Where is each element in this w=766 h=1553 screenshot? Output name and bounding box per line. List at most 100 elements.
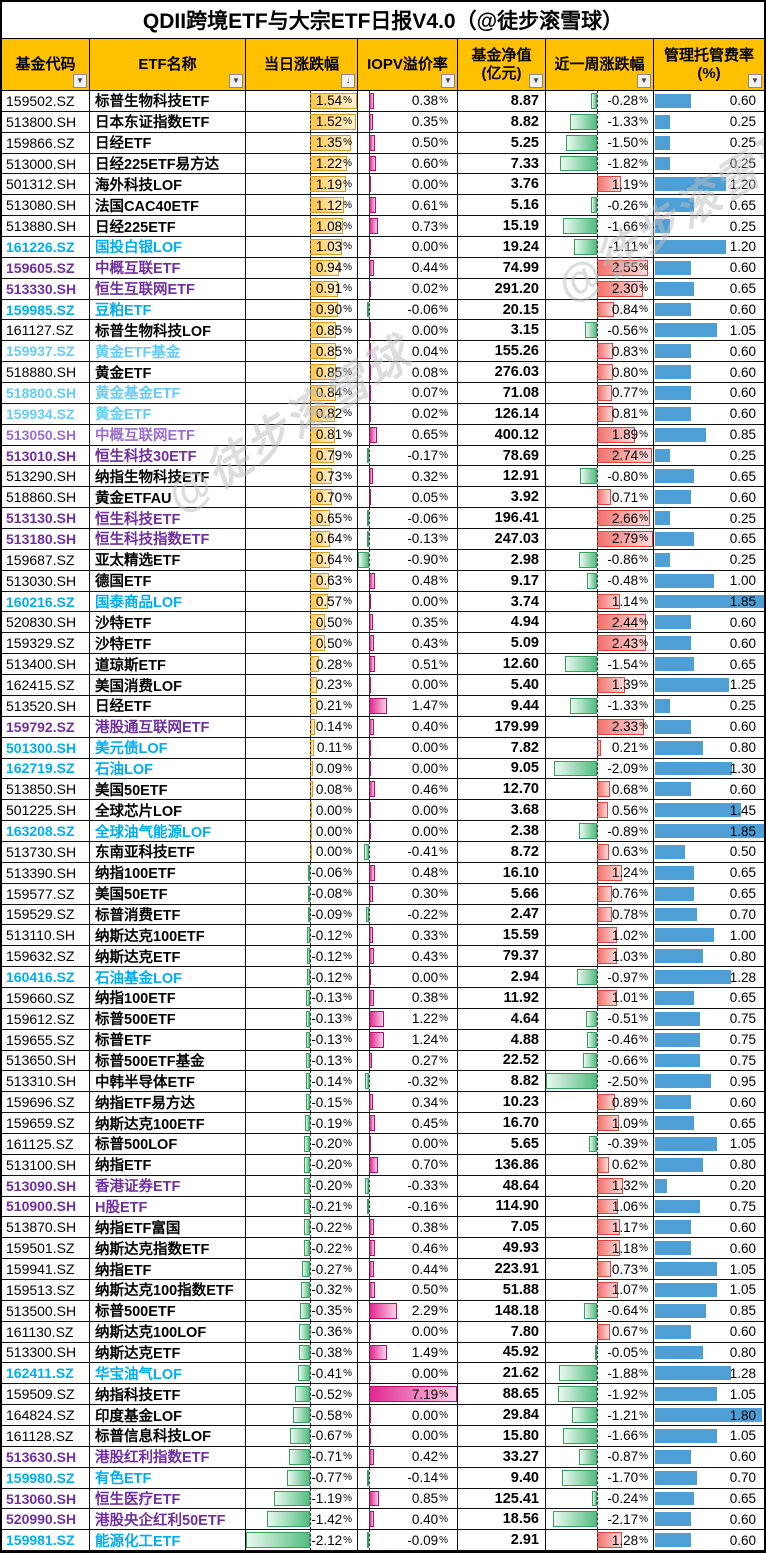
cell-iopv-premium[interactable]: 0.30%	[358, 883, 458, 905]
cell-fund-code[interactable]: 159696.SZ	[2, 1092, 90, 1114]
cell-fee-rate[interactable]: 0.65	[654, 1113, 764, 1134]
cell-iopv-premium[interactable]: 0.00%	[358, 237, 458, 258]
cell-weekly-change[interactable]: 2.30%	[546, 278, 654, 300]
cell-iopv-premium[interactable]: 0.38%	[358, 91, 458, 112]
cell-weekly-change[interactable]: 2.66%	[546, 508, 654, 530]
cell-iopv-premium[interactable]: 1.22%	[358, 1008, 458, 1030]
cell-weekly-change[interactable]: 2.33%	[546, 716, 654, 738]
cell-fee-rate[interactable]: 0.60	[654, 1217, 764, 1239]
cell-daily-change[interactable]: -2.12%	[246, 1530, 358, 1551]
cell-etf-name[interactable]: 纳指ETF	[90, 1154, 246, 1176]
cell-weekly-change[interactable]: -0.64%	[546, 1300, 654, 1322]
cell-daily-change[interactable]: -0.52%	[246, 1384, 358, 1406]
cell-iopv-premium[interactable]: 0.00%	[358, 675, 458, 696]
cell-fund-nav[interactable]: 74.99	[458, 257, 546, 279]
cell-daily-change[interactable]: 1.22%	[246, 153, 358, 175]
cell-weekly-change[interactable]: -0.66%	[546, 1050, 654, 1072]
cell-weekly-change[interactable]: 0.78%	[546, 904, 654, 926]
cell-iopv-premium[interactable]: 0.43%	[358, 633, 458, 655]
cell-iopv-premium[interactable]: 0.00%	[358, 174, 458, 196]
cell-daily-change[interactable]: 0.14%	[246, 716, 358, 738]
cell-fund-code[interactable]: 510900.SH	[2, 1196, 90, 1218]
cell-weekly-change[interactable]: -1.92%	[546, 1384, 654, 1406]
cell-weekly-change[interactable]: -2.09%	[546, 758, 654, 780]
cell-daily-change[interactable]: 0.94%	[246, 257, 358, 279]
cell-etf-name[interactable]: 标普信息科技LOF	[90, 1426, 246, 1447]
cell-fee-rate[interactable]: 0.60	[654, 383, 764, 404]
cell-iopv-premium[interactable]: 0.00%	[358, 800, 458, 822]
cell-iopv-premium[interactable]: -0.90%	[358, 549, 458, 571]
cell-weekly-change[interactable]: -0.28%	[546, 91, 654, 112]
cell-weekly-change[interactable]: 0.77%	[546, 383, 654, 404]
cell-iopv-premium[interactable]: 0.32%	[358, 466, 458, 488]
cell-iopv-premium[interactable]: 0.45%	[358, 1113, 458, 1134]
cell-fee-rate[interactable]: 1.05	[654, 1134, 764, 1155]
cell-fee-rate[interactable]: 0.85	[654, 425, 764, 446]
cell-fund-nav[interactable]: 5.66	[458, 883, 546, 905]
cell-iopv-premium[interactable]: 0.07%	[358, 383, 458, 404]
cell-fee-rate[interactable]: 0.65	[654, 988, 764, 1009]
cell-fund-code[interactable]: 513290.SH	[2, 466, 90, 488]
cell-daily-change[interactable]: 0.09%	[246, 758, 358, 780]
cell-daily-change[interactable]: -0.12%	[246, 967, 358, 988]
cell-etf-name[interactable]: 标普生物科技ETF	[90, 91, 246, 112]
cell-fund-code[interactable]: 513180.SH	[2, 529, 90, 550]
cell-daily-change[interactable]: 1.08%	[246, 216, 358, 238]
cell-iopv-premium[interactable]: 0.48%	[358, 570, 458, 592]
cell-fee-rate[interactable]: 0.80	[654, 1155, 764, 1176]
cell-daily-change[interactable]: 0.00%	[246, 800, 358, 822]
cell-weekly-change[interactable]: 1.03%	[546, 946, 654, 968]
cell-fund-nav[interactable]: 16.70	[458, 1113, 546, 1134]
cell-daily-change[interactable]: -0.32%	[246, 1279, 358, 1301]
cell-fund-code[interactable]: 161128.SZ	[2, 1426, 90, 1447]
cell-fund-nav[interactable]: 148.18	[458, 1300, 546, 1322]
cell-weekly-change[interactable]: 0.71%	[546, 487, 654, 509]
cell-fee-rate[interactable]: 1.00	[654, 571, 764, 592]
cell-weekly-change[interactable]: -0.51%	[546, 1008, 654, 1030]
cell-etf-name[interactable]: 日经ETF	[90, 132, 246, 154]
cell-fee-rate[interactable]: 0.60	[654, 633, 764, 655]
cell-fund-nav[interactable]: 88.65	[458, 1384, 546, 1406]
cell-daily-change[interactable]: 0.21%	[246, 695, 358, 717]
cell-fund-nav[interactable]: 291.20	[458, 278, 546, 300]
cell-fee-rate[interactable]: 0.60	[654, 1238, 764, 1260]
cell-fee-rate[interactable]: 0.60	[654, 612, 764, 634]
cell-weekly-change[interactable]: 1.19%	[546, 174, 654, 196]
cell-fund-nav[interactable]: 9.05	[458, 758, 546, 780]
cell-fund-code[interactable]: 513060.SH	[2, 1488, 90, 1510]
cell-weekly-change[interactable]: -1.66%	[546, 1426, 654, 1447]
cell-iopv-premium[interactable]: 0.00%	[358, 1405, 458, 1426]
cell-iopv-premium[interactable]: 0.38%	[358, 1217, 458, 1239]
cell-fee-rate[interactable]: 0.25	[654, 508, 764, 530]
cell-daily-change[interactable]: -0.21%	[246, 1196, 358, 1218]
cell-fund-code[interactable]: 513800.SH	[2, 111, 90, 133]
cell-iopv-premium[interactable]: 0.38%	[358, 987, 458, 1009]
cell-fund-code[interactable]: 159980.SZ	[2, 1467, 90, 1489]
cell-fund-code[interactable]: 518800.SH	[2, 383, 90, 404]
cell-weekly-change[interactable]: 1.07%	[546, 1279, 654, 1301]
cell-etf-name[interactable]: 能源化工ETF	[90, 1530, 246, 1551]
cell-etf-name[interactable]: 纳指生物科技ETF	[90, 466, 246, 488]
cell-fund-nav[interactable]: 223.91	[458, 1259, 546, 1280]
cell-fund-code[interactable]: 160216.SZ	[2, 591, 90, 613]
cell-fund-code[interactable]: 513330.SH	[2, 278, 90, 300]
cell-fund-nav[interactable]: 9.44	[458, 695, 546, 717]
cell-fund-code[interactable]: 159660.SZ	[2, 987, 90, 1009]
cell-iopv-premium[interactable]: 0.00%	[358, 758, 458, 780]
cell-weekly-change[interactable]: -0.97%	[546, 967, 654, 988]
cell-weekly-change[interactable]: 1.06%	[546, 1196, 654, 1218]
cell-etf-name[interactable]: 标普消费ETF	[90, 904, 246, 926]
cell-fund-nav[interactable]: 45.92	[458, 1342, 546, 1364]
cell-weekly-change[interactable]: 1.32%	[546, 1175, 654, 1197]
cell-weekly-change[interactable]: 2.79%	[546, 529, 654, 550]
cell-iopv-premium[interactable]: 0.00%	[358, 737, 458, 759]
cell-fee-rate[interactable]: 1.25	[654, 675, 764, 696]
cell-weekly-change[interactable]: 0.76%	[546, 883, 654, 905]
cell-fee-rate[interactable]: 1.30	[654, 759, 764, 780]
cell-iopv-premium[interactable]: 0.35%	[358, 612, 458, 634]
cell-weekly-change[interactable]: -0.24%	[546, 1488, 654, 1510]
cell-fund-nav[interactable]: 21.62	[458, 1363, 546, 1385]
cell-fund-nav[interactable]: 71.08	[458, 383, 546, 404]
cell-fund-code[interactable]: 513880.SH	[2, 216, 90, 238]
cell-weekly-change[interactable]: -1.70%	[546, 1467, 654, 1489]
